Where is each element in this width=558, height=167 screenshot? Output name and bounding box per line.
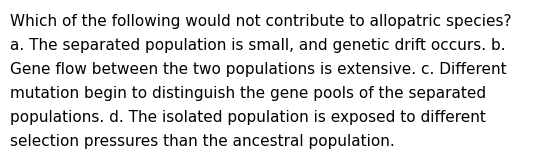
Text: selection pressures than the ancestral population.: selection pressures than the ancestral p… xyxy=(10,134,395,149)
Text: populations. d. The isolated population is exposed to different: populations. d. The isolated population … xyxy=(10,110,486,125)
Text: Which of the following would not contribute to allopatric species?: Which of the following would not contrib… xyxy=(10,14,512,29)
Text: a. The separated population is small, and genetic drift occurs. b.: a. The separated population is small, an… xyxy=(10,38,506,53)
Text: Gene flow between the two populations is extensive. c. Different: Gene flow between the two populations is… xyxy=(10,62,507,77)
Text: mutation begin to distinguish the gene pools of the separated: mutation begin to distinguish the gene p… xyxy=(10,86,486,101)
